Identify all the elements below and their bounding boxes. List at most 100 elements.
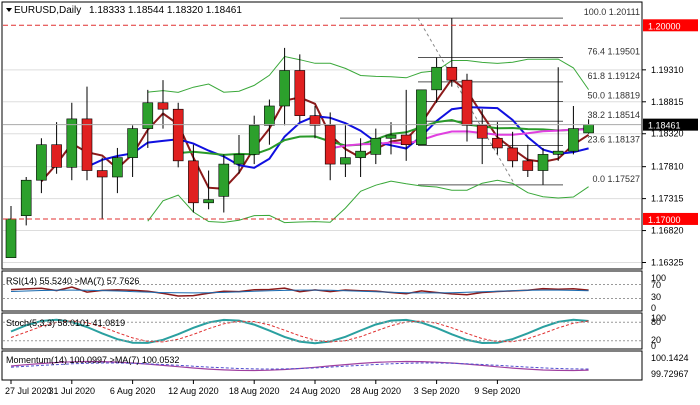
candle[interactable] (233, 135, 245, 174)
candlesticks[interactable] (5, 18, 594, 258)
horizontal-levels[interactable] (3, 24, 641, 220)
candle[interactable] (461, 73, 473, 142)
candle[interactable] (112, 147, 123, 194)
candle[interactable] (446, 18, 458, 87)
candle[interactable] (81, 86, 93, 181)
candle-body-bear[interactable] (96, 170, 108, 178)
candle[interactable] (400, 89, 412, 161)
candle-body-bull[interactable] (568, 128, 579, 152)
candle[interactable] (188, 144, 199, 213)
ohlc-values: 1.18333 1.18544 1.18320 1.18461 (89, 5, 242, 16)
candle-body-bear[interactable] (157, 102, 169, 110)
candle-body-bear[interactable] (172, 108, 184, 162)
candle-body-bull[interactable] (416, 89, 427, 146)
candle[interactable] (264, 99, 275, 145)
candle[interactable] (492, 122, 503, 155)
candle[interactable] (248, 115, 260, 165)
candle-body-bull[interactable] (127, 128, 138, 158)
candle[interactable] (385, 122, 397, 155)
candle[interactable] (522, 144, 534, 177)
candle[interactable] (416, 89, 427, 146)
candle[interactable] (355, 138, 366, 177)
candle-body-bull[interactable] (355, 150, 366, 158)
candle-body-bull[interactable] (264, 105, 275, 126)
candle[interactable] (340, 125, 351, 177)
candle-body-bear[interactable] (81, 118, 93, 171)
candle-body-bear[interactable] (476, 125, 488, 139)
price-tag: 1.17000 (643, 212, 698, 225)
candle[interactable] (309, 105, 321, 139)
candle-body-bull[interactable] (385, 134, 397, 139)
rsi-scale-label: 0 (651, 303, 656, 313)
time-axis-label: 24 Aug 2020 (290, 386, 341, 396)
momentum-panel[interactable] (1, 350, 643, 381)
candle-body-bull[interactable] (279, 70, 290, 107)
candle[interactable] (96, 157, 108, 219)
candle-body-bear[interactable] (294, 70, 306, 116)
candle-body-bull[interactable] (5, 218, 17, 258)
candle[interactable] (51, 122, 62, 174)
candle[interactable] (36, 138, 47, 194)
candle-body-bull[interactable] (552, 150, 564, 155)
stoch-label: Stoch(5,3,3) 58.0101 41.0819 (6, 318, 125, 328)
price-axis: 1.19310 1.18815 1.18320 1.17810 1.17315 1.168… (642, 65, 684, 268)
candle-body-bull[interactable] (20, 179, 32, 217)
symbol-timeframe: EURUSD,Daily (14, 5, 81, 16)
candle-body-bull[interactable] (142, 102, 154, 129)
stoch-k-line (10, 318, 589, 345)
price-axis-label: 1.19310 (651, 65, 684, 75)
candle-body-bear[interactable] (400, 134, 412, 146)
candle-body-bear[interactable] (188, 160, 199, 204)
candle[interactable] (203, 170, 214, 210)
candle-body-bull[interactable] (203, 199, 214, 204)
candle[interactable] (157, 80, 169, 129)
candle-body-bear[interactable] (461, 79, 473, 126)
candle-body-bear[interactable] (507, 147, 518, 162)
rsi-scale-label: 30 (651, 292, 661, 302)
candle[interactable] (537, 147, 549, 185)
candle[interactable] (294, 54, 306, 123)
candle-body-bull[interactable] (537, 154, 549, 171)
candle[interactable] (507, 131, 518, 168)
candle[interactable] (127, 125, 138, 177)
candle-body-bear[interactable] (446, 66, 458, 81)
candle-body-bull[interactable] (340, 157, 351, 165)
rsi-label: RSI(14) 55.5240 >MA(7) 57.7626 (6, 276, 139, 286)
candle-body-bull[interactable] (218, 163, 230, 197)
candle[interactable] (324, 112, 336, 181)
candle-body-bear[interactable] (324, 125, 336, 165)
candle[interactable] (20, 176, 32, 226)
candle[interactable] (172, 102, 184, 168)
price-tag-background (643, 118, 698, 131)
candle-body-bull[interactable] (66, 118, 78, 168)
candle-body-bull[interactable] (431, 66, 442, 91)
candle[interactable] (370, 128, 382, 165)
candle-body-bull[interactable] (583, 124, 594, 134)
candle-body-bull[interactable] (233, 154, 245, 165)
main-price-panel[interactable] (1, 1, 643, 270)
candle-body-bear[interactable] (492, 137, 503, 149)
candle-body-bull[interactable] (112, 157, 123, 178)
candle[interactable] (568, 105, 579, 155)
candle[interactable] (431, 57, 442, 103)
candle[interactable] (552, 67, 564, 161)
time-axis-label: 27 Jul 2020 (5, 386, 52, 396)
fibonacci-retracement[interactable]: 100.0 1.20111 76.4 1.19501 61.8 1.19124 50.… (340, 7, 640, 186)
ma-medium-line (86, 106, 589, 169)
candle-body-bull[interactable] (248, 125, 260, 155)
stoch-scale-label: 100 (651, 313, 666, 323)
candle-body-bull[interactable] (370, 137, 382, 155)
candle[interactable] (142, 89, 154, 148)
candle[interactable] (218, 154, 230, 213)
candle[interactable] (66, 102, 78, 181)
price-tags: 1.20000 1.18461 1.17000 (643, 19, 698, 225)
candle-body-bear[interactable] (522, 160, 534, 171)
candle-body-bear[interactable] (51, 144, 62, 168)
fibonacci-level-label: 0.0 1.17527 (592, 174, 640, 184)
candle[interactable] (476, 109, 488, 165)
candle-body-bear[interactable] (309, 115, 321, 126)
rsi-ma-line (10, 289, 589, 294)
candle[interactable] (279, 47, 290, 126)
candle-body-bull[interactable] (36, 144, 47, 181)
